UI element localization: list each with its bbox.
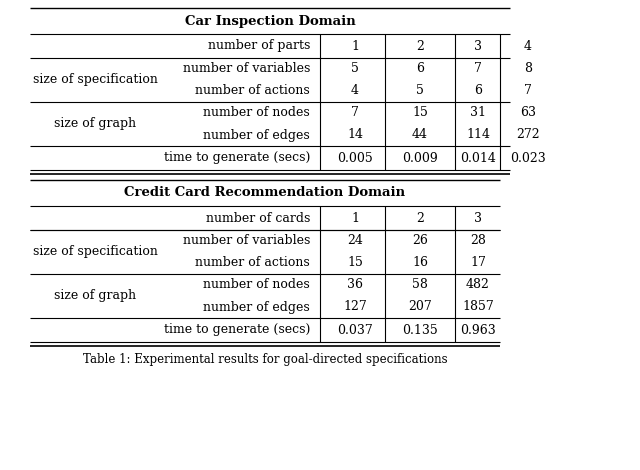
Text: 14: 14 — [347, 128, 363, 141]
Text: 7: 7 — [351, 107, 359, 119]
Text: number of variables: number of variables — [182, 63, 310, 76]
Text: 7: 7 — [474, 63, 482, 76]
Text: 24: 24 — [347, 235, 363, 248]
Text: 0.963: 0.963 — [460, 323, 496, 337]
Text: number of parts: number of parts — [207, 39, 310, 53]
Text: number of edges: number of edges — [204, 300, 310, 313]
Text: 5: 5 — [416, 85, 424, 97]
Text: 15: 15 — [347, 257, 363, 269]
Text: 16: 16 — [412, 257, 428, 269]
Text: 6: 6 — [416, 63, 424, 76]
Text: time to generate (secs): time to generate (secs) — [164, 323, 310, 337]
Text: 4: 4 — [351, 85, 359, 97]
Text: 6: 6 — [474, 85, 482, 97]
Text: Car Inspection Domain: Car Inspection Domain — [184, 15, 355, 28]
Text: number of nodes: number of nodes — [204, 107, 310, 119]
Text: 2: 2 — [416, 39, 424, 53]
Text: 0.005: 0.005 — [337, 151, 373, 164]
Text: 15: 15 — [412, 107, 428, 119]
Text: 26: 26 — [412, 235, 428, 248]
Text: 5: 5 — [351, 63, 359, 76]
Text: 1857: 1857 — [462, 300, 494, 313]
Text: Table 1: Experimental results for goal-directed specifications: Table 1: Experimental results for goal-d… — [83, 353, 447, 367]
Text: 28: 28 — [470, 235, 486, 248]
Text: number of edges: number of edges — [204, 128, 310, 141]
Text: size of graph: size of graph — [54, 118, 136, 131]
Text: time to generate (secs): time to generate (secs) — [164, 151, 310, 164]
Text: 114: 114 — [466, 128, 490, 141]
Text: 1: 1 — [351, 212, 359, 225]
Text: 0.037: 0.037 — [337, 323, 373, 337]
Text: 0.014: 0.014 — [460, 151, 496, 164]
Text: number of actions: number of actions — [195, 85, 310, 97]
Text: 8: 8 — [524, 63, 532, 76]
Text: 3: 3 — [474, 39, 482, 53]
Text: 17: 17 — [470, 257, 486, 269]
Text: 1: 1 — [351, 39, 359, 53]
Text: number of variables: number of variables — [182, 235, 310, 248]
Text: 272: 272 — [516, 128, 540, 141]
Text: number of nodes: number of nodes — [204, 279, 310, 291]
Text: 482: 482 — [466, 279, 490, 291]
Text: 36: 36 — [347, 279, 363, 291]
Text: 31: 31 — [470, 107, 486, 119]
Text: size of specification: size of specification — [33, 245, 157, 258]
Text: 2: 2 — [416, 212, 424, 225]
Text: size of graph: size of graph — [54, 290, 136, 303]
Text: number of cards: number of cards — [205, 212, 310, 225]
Text: 0.023: 0.023 — [510, 151, 546, 164]
Text: 7: 7 — [524, 85, 532, 97]
Text: 4: 4 — [524, 39, 532, 53]
Text: 63: 63 — [520, 107, 536, 119]
Text: number of actions: number of actions — [195, 257, 310, 269]
Text: 0.009: 0.009 — [402, 151, 438, 164]
Text: 0.135: 0.135 — [402, 323, 438, 337]
Text: 207: 207 — [408, 300, 432, 313]
Text: 127: 127 — [343, 300, 367, 313]
Text: 3: 3 — [474, 212, 482, 225]
Text: 44: 44 — [412, 128, 428, 141]
Text: 58: 58 — [412, 279, 428, 291]
Text: Credit Card Recommendation Domain: Credit Card Recommendation Domain — [124, 187, 406, 199]
Text: size of specification: size of specification — [33, 73, 157, 86]
